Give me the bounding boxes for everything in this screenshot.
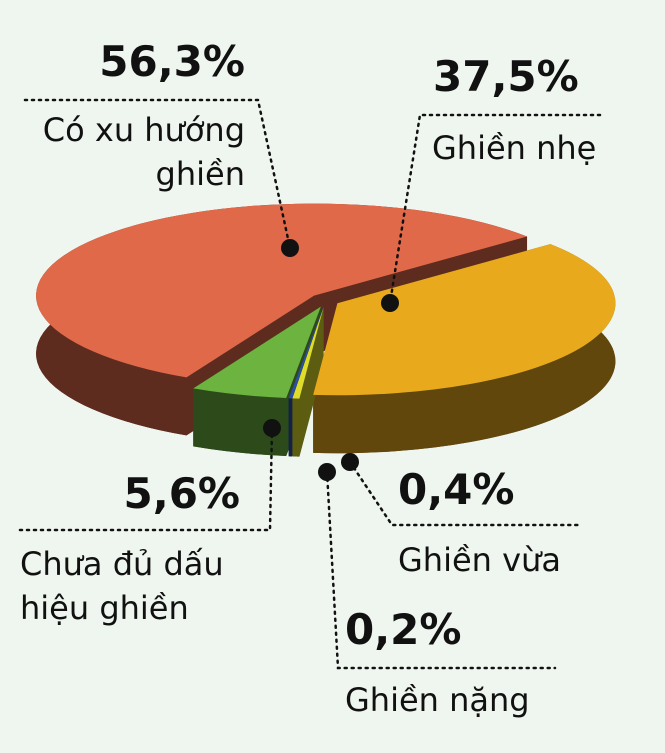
leader-line — [388, 113, 602, 305]
pointer-dot — [381, 294, 399, 312]
pointer-dot — [263, 419, 281, 437]
value-label: 56,3% — [99, 37, 245, 86]
value-label: 37,5% — [433, 52, 579, 101]
slice-side — [193, 388, 287, 456]
slice — [313, 244, 616, 396]
slice-side — [288, 398, 293, 457]
category-label: Có xu hướng ghiền — [42, 111, 245, 193]
category-label: Ghiền nhẹ — [432, 129, 597, 167]
value-label: 5,6% — [123, 469, 240, 518]
value-label: 0,4% — [398, 465, 515, 514]
category-label: Ghiền nặng — [345, 681, 530, 719]
pointer-dot — [318, 463, 336, 481]
slice-side — [292, 306, 324, 457]
slice — [292, 306, 324, 399]
category-label: Chưa đủ dấu hiệu ghiền — [20, 545, 224, 627]
pointer-dot — [281, 239, 299, 257]
leader-line — [325, 470, 557, 670]
pie — [36, 203, 616, 457]
value-label: 0,2% — [345, 605, 462, 654]
slice-side — [313, 244, 616, 454]
leader-line — [23, 98, 292, 250]
category-label: Ghiền vừa — [398, 541, 561, 579]
slice-side — [292, 398, 300, 457]
pointer-dot — [341, 453, 359, 471]
leader-line — [18, 426, 274, 532]
slice — [36, 203, 528, 378]
slice — [193, 306, 321, 398]
slice — [288, 306, 324, 399]
